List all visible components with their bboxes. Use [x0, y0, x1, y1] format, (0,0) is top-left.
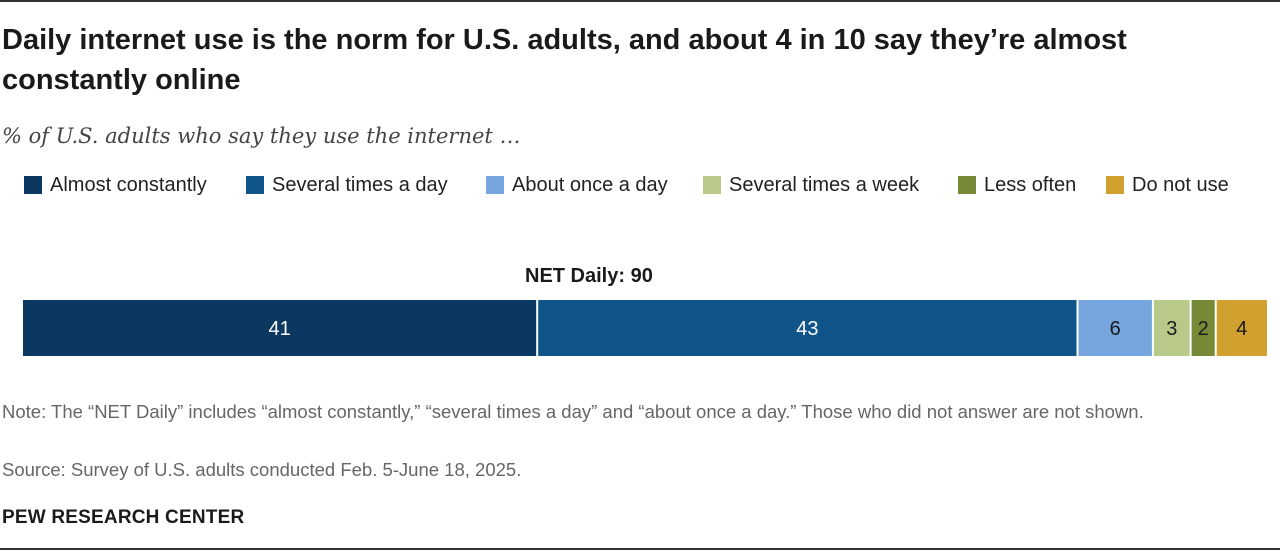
bar-segment-several-times-a-day	[538, 300, 1077, 356]
brand-logo-text: PEW RESEARCH CENTER	[2, 507, 245, 528]
legend-item: Do not use	[1106, 171, 1229, 199]
legend-label: Several times a day	[272, 173, 448, 196]
chart-note: Note: The “NET Daily” includes “almost c…	[2, 401, 1144, 422]
bar-segment-do-not-use	[1216, 300, 1267, 356]
chart-title: Daily internet use is the norm for U.S. …	[2, 24, 1127, 96]
top-rule	[0, 0, 1280, 2]
stacked-bar-chart: 41 43 6 3 2 4	[23, 300, 1267, 356]
bar-segment-about-once-a-day	[1078, 300, 1152, 356]
bar-segment-several-times-a-week	[1153, 300, 1190, 356]
bar-value-label: 3	[1166, 318, 1177, 340]
net-daily-label: NET Daily: 90	[525, 265, 653, 287]
legend-item: About once a day	[486, 171, 668, 199]
bar-value-label: 41	[268, 318, 290, 340]
bottom-rule	[0, 548, 1280, 550]
legend-item: Almost constantly	[24, 171, 207, 199]
legend-swatch	[958, 176, 976, 194]
legend-swatch	[1106, 176, 1124, 194]
bar-value-label: 6	[1110, 318, 1121, 340]
legend-swatch	[486, 176, 504, 194]
legend-item: Several times a day	[246, 171, 448, 199]
bar-value-label: 43	[796, 318, 818, 340]
legend-swatch	[24, 176, 42, 194]
legend-label: Almost constantly	[50, 173, 207, 196]
legend-label: Several times a week	[729, 173, 920, 196]
chart-source: Source: Survey of U.S. adults conducted …	[2, 459, 522, 480]
legend-item: Less often	[958, 171, 1076, 199]
chart-subtitle: % of U.S. adults who say they use the in…	[2, 124, 521, 148]
legend-label: About once a day	[512, 173, 668, 196]
legend-label: Less often	[984, 173, 1077, 196]
legend-swatch	[703, 176, 721, 194]
legend-label: Do not use	[1132, 173, 1229, 196]
legend-swatch	[246, 176, 264, 194]
bar-value-label: 4	[1236, 318, 1247, 340]
bar-value-label: 2	[1198, 318, 1209, 340]
bar-segment-less-often	[1191, 300, 1215, 356]
bar-segment-almost-constantly	[23, 300, 537, 356]
legend-item: Several times a week	[703, 171, 919, 199]
